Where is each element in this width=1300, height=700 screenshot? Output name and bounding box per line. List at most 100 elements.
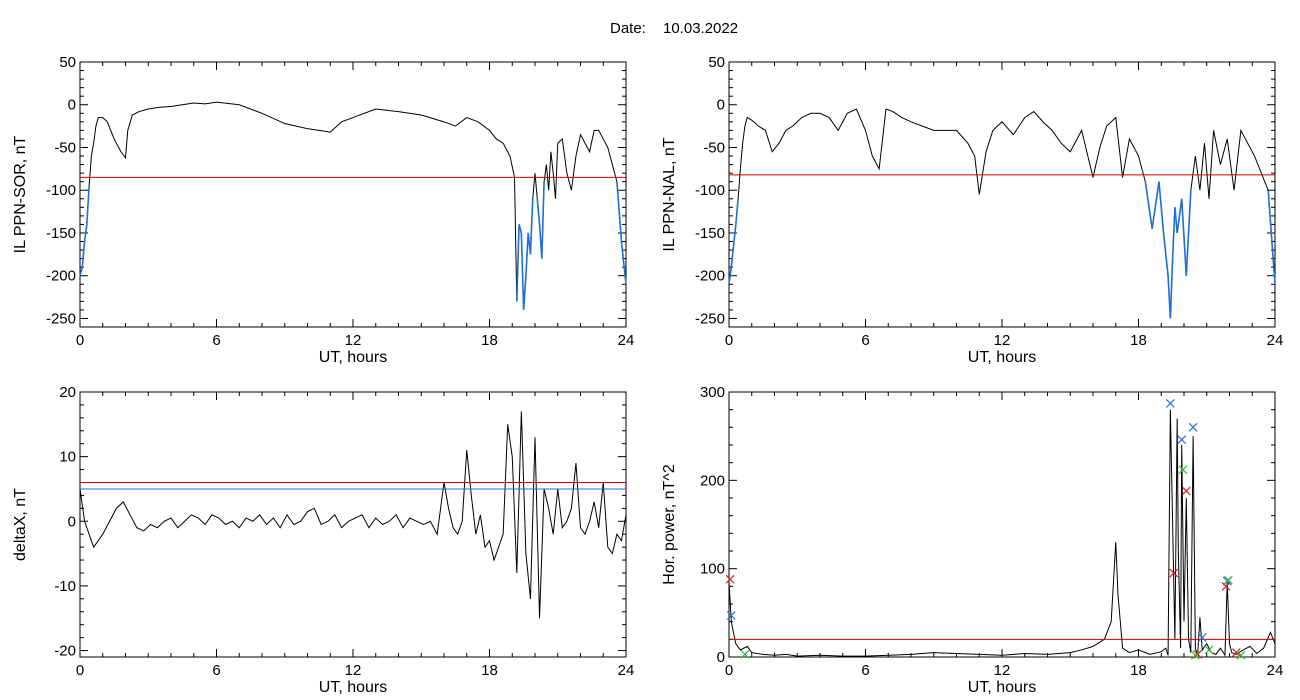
marker-red: [1221, 581, 1231, 591]
y-tick-label: -10: [54, 578, 76, 595]
below-threshold-segment: [529, 198, 534, 255]
marker-red: [1193, 649, 1203, 659]
y-axis-label: IL PPN-NAL, nT: [661, 137, 678, 251]
y-tick-label: -200: [46, 268, 76, 285]
x-tick-label: 6: [861, 662, 869, 679]
y-axis-label: deltaX, nT: [12, 488, 29, 561]
y-tick-label: 0: [68, 97, 76, 114]
below-threshold-segment: [1171, 207, 1176, 259]
marker-green: [1223, 575, 1233, 585]
y-tick-label: 100: [700, 561, 725, 578]
x-axis-label: UT, hours: [319, 349, 387, 366]
marker-green: [1178, 465, 1188, 475]
marker-green: [1190, 650, 1200, 660]
marker-green: [1236, 650, 1246, 660]
marker-blue: [1177, 435, 1187, 445]
x-tick-label: 0: [76, 332, 84, 349]
x-tick-label: 24: [1267, 662, 1284, 679]
x-tick-label: 6: [212, 662, 220, 679]
below-threshold-segment: [1162, 232, 1169, 276]
y-tick-label: -150: [46, 225, 76, 242]
below-threshold-segment: [1180, 198, 1188, 276]
below-threshold-segment: [1151, 181, 1160, 229]
x-tick-label: 18: [481, 332, 498, 349]
marker-green: [740, 649, 750, 659]
below-threshold-segment: [536, 198, 541, 225]
plot-frame: [728, 391, 1276, 658]
marker-red: [725, 574, 735, 584]
y-tick-label: 50: [708, 54, 725, 71]
below-threshold-segment: [516, 224, 520, 302]
y-tick-label: -50: [54, 139, 76, 156]
below-threshold-segment: [522, 275, 527, 310]
y-tick-label: -20: [54, 643, 76, 660]
below-threshold-segment: [732, 224, 737, 246]
plot-frame: [79, 391, 627, 658]
x-axis-label: UT, hours: [319, 679, 387, 696]
marker-red: [1181, 486, 1191, 496]
x-tick-label: 24: [618, 332, 635, 349]
below-threshold-segment: [1267, 190, 1276, 285]
y-tick-label: 10: [59, 449, 76, 466]
x-tick-label: 12: [994, 332, 1011, 349]
below-threshold-segment: [616, 181, 623, 242]
panel-deltax: 0 6 12 18 24 20 10 0 -10 -20 UT, hours deltaX, nT: [12, 384, 634, 696]
marker-blue: [1188, 422, 1198, 432]
below-threshold-segment: [520, 232, 525, 310]
y-tick-label: 20: [59, 384, 76, 401]
x-tick-label: 12: [345, 662, 362, 679]
x-tick-label: 18: [1130, 332, 1147, 349]
y-tick-label: 50: [59, 54, 76, 71]
marker-blue: [1165, 399, 1175, 408]
below-threshold-segment: [1158, 181, 1165, 234]
panel-il-ppn-sor: 0 6 12 18 24 50 0 -50 -100 -150 -200 -250 UT, hours I…: [12, 54, 634, 366]
series-line: [79, 411, 627, 619]
x-tick-label: 6: [861, 332, 869, 349]
below-threshold-segment: [518, 224, 523, 234]
date-value: 10.03.2022: [663, 20, 738, 37]
series-line: [728, 108, 1276, 319]
y-axis-label: IL PPN-SOR, nT: [12, 135, 29, 253]
below-threshold-segment: [81, 241, 86, 268]
x-tick-label: 18: [481, 662, 498, 679]
y-tick-label: -100: [46, 182, 76, 199]
marker-blue: [1197, 633, 1207, 642]
marker-red: [1169, 568, 1179, 578]
date-label: Date:: [610, 20, 646, 37]
y-tick-label: -250: [695, 310, 725, 327]
below-threshold-segment: [79, 266, 84, 276]
below-threshold-segment: [620, 241, 627, 285]
below-threshold-segment: [525, 232, 529, 276]
below-threshold-segment: [1169, 258, 1174, 319]
y-tick-label: -50: [703, 139, 725, 156]
below-threshold-segment: [730, 245, 735, 268]
panel-hor-power: 0 6 12 18 24 0 100 200 300 UT, hours Hor. power, n…: [661, 384, 1283, 696]
y-tick-label: 0: [68, 513, 76, 530]
y-tick-label: -250: [46, 310, 76, 327]
y-axis-label: Hor. power, nT^2: [661, 464, 678, 585]
y-tick-label: 300: [700, 384, 725, 401]
below-threshold-segment: [735, 198, 739, 225]
below-threshold-segment: [86, 185, 90, 225]
x-tick-label: 24: [618, 662, 635, 679]
below-threshold-segment: [1185, 190, 1192, 276]
series-line: [79, 101, 627, 310]
marker-red: [1231, 648, 1241, 658]
panel-il-ppn-nal: 0 6 12 18 24 50 0 -50 -100 -150 -200 -250 UT, hours I…: [661, 54, 1283, 366]
marker-green: [1204, 645, 1214, 655]
below-threshold-segment: [1174, 207, 1178, 234]
x-axis-label: UT, hours: [968, 349, 1036, 366]
plot-frame: [728, 61, 1276, 328]
y-tick-label: -150: [695, 225, 725, 242]
below-threshold-segment: [83, 224, 88, 242]
x-tick-label: 0: [725, 332, 733, 349]
x-tick-label: 24: [1267, 332, 1284, 349]
x-tick-label: 6: [212, 332, 220, 349]
x-tick-label: 12: [345, 332, 362, 349]
marker-blue: [726, 611, 736, 620]
y-tick-label: 200: [700, 472, 725, 489]
y-tick-label: -100: [695, 182, 725, 199]
below-threshold-segment: [541, 181, 545, 259]
y-tick-label: 0: [717, 649, 725, 666]
